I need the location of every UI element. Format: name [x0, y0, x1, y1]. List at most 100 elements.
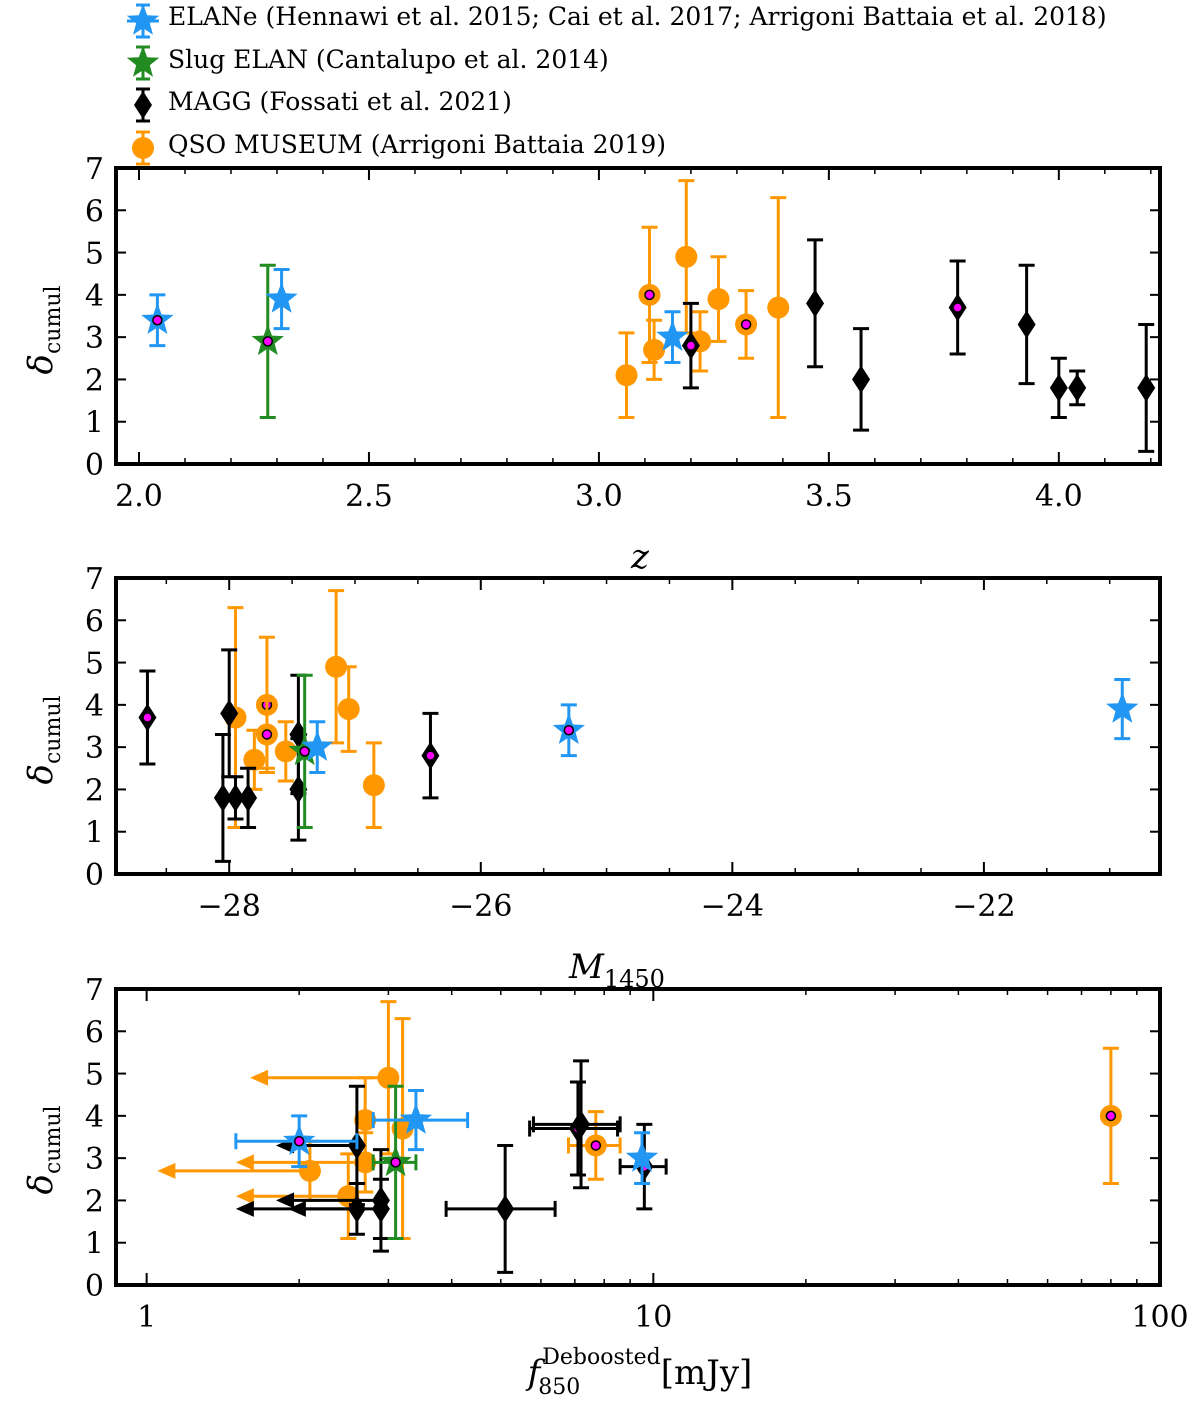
y-tick-label: 4 — [85, 689, 104, 724]
data-point — [615, 331, 638, 419]
star-marker — [625, 1141, 659, 1172]
y-tick-label: 5 — [85, 647, 104, 682]
highlight-dot — [390, 1157, 401, 1168]
highlight-dot — [952, 302, 963, 313]
upper-limit-arrow — [235, 1154, 254, 1171]
upper-limit-arrow — [235, 1200, 254, 1217]
star-marker — [399, 1103, 433, 1134]
upper-limit-arrow — [157, 1162, 176, 1179]
ylabel-magnitude: δcumul — [21, 695, 66, 784]
legend-item-qso: QSO MUSEUM (Arrigoni Battaia 2019) — [132, 130, 666, 166]
x-tick-label: −28 — [198, 889, 261, 924]
data-point — [157, 1139, 321, 1202]
y-tick-label: 6 — [85, 604, 104, 639]
data-point — [552, 703, 585, 758]
data-point — [337, 665, 360, 753]
data-point — [362, 741, 385, 829]
circle-marker — [243, 748, 266, 771]
data-point — [325, 589, 348, 745]
star-marker — [265, 282, 298, 313]
highlight-dot — [293, 1135, 305, 1147]
series-elane — [301, 677, 1139, 775]
diamond-marker — [1017, 310, 1036, 339]
y-tick-label: 2 — [85, 1184, 104, 1219]
y-tick-label: 0 — [85, 858, 104, 893]
highlight-dot — [644, 289, 655, 301]
highlight-dot — [152, 314, 163, 326]
series-elane — [234, 1088, 659, 1186]
legend-star-marker — [126, 4, 160, 35]
data-point — [444, 1143, 557, 1274]
diamond-marker — [852, 365, 871, 394]
data-point — [141, 293, 174, 348]
data-point — [1068, 369, 1087, 407]
highlight-dot — [262, 336, 274, 347]
data-point — [1049, 356, 1068, 419]
circle-marker — [325, 655, 348, 678]
y-tick-label: 7 — [85, 152, 104, 187]
data-point — [531, 1059, 622, 1190]
data-point — [643, 318, 666, 381]
diamond-marker — [371, 1194, 390, 1223]
circle-marker — [274, 740, 297, 763]
data-point — [371, 1088, 470, 1152]
data-point — [528, 1080, 620, 1177]
legend-item-magg: MAGG (Fossati et al. 2021) — [134, 87, 512, 123]
data-point — [226, 775, 245, 821]
legend-diamond-marker — [134, 91, 152, 119]
data-point — [287, 1177, 390, 1240]
legend-marker-qso — [132, 130, 154, 166]
circle-marker — [643, 338, 666, 361]
diamond-marker — [806, 289, 825, 318]
series-qso — [224, 589, 385, 829]
data-point — [656, 310, 689, 365]
data-point — [138, 669, 157, 766]
data-point — [288, 673, 321, 829]
circle-marker — [615, 364, 638, 387]
x-tick-label: 10 — [634, 1300, 672, 1335]
plot-frame — [114, 987, 1162, 1287]
y-tick-label: 6 — [85, 1015, 104, 1050]
data-point — [681, 301, 700, 390]
series-magg — [681, 238, 1156, 453]
data-point — [625, 1131, 659, 1186]
data-point — [274, 720, 297, 783]
plot-frame — [114, 576, 1162, 876]
x-tick-label: 3.0 — [575, 479, 623, 514]
legend-circle-marker — [132, 137, 154, 159]
series-magg — [235, 1059, 668, 1274]
highlight-dot — [299, 746, 310, 757]
ylabel-flux: δcumul — [21, 1105, 66, 1194]
x-tick-label: 4.0 — [1035, 479, 1083, 514]
diamond-marker — [239, 783, 258, 812]
data-point — [948, 259, 967, 356]
series-slug — [251, 263, 284, 419]
legend-star-marker — [126, 46, 160, 77]
xlabel-redshift: z — [630, 537, 650, 577]
data-point — [675, 179, 698, 335]
data-point — [243, 728, 266, 791]
circle-marker — [362, 774, 385, 797]
series-slug — [288, 673, 321, 829]
data-point — [806, 238, 825, 369]
highlight-dot — [740, 319, 752, 330]
legend-marker-magg — [134, 87, 152, 123]
legend-item-slug: Slug ELAN (Cantalupo et al. 2014) — [126, 45, 609, 81]
circle-marker — [707, 288, 730, 311]
x-tick-label: −26 — [449, 889, 512, 924]
y-tick-label: 3 — [85, 321, 104, 356]
circle-marker — [337, 698, 360, 721]
ylabel-redshift: δcumul — [21, 285, 66, 374]
circle-marker — [675, 245, 698, 268]
legend-label-slug: Slug ELAN (Cantalupo et al. 2014) — [168, 45, 609, 74]
y-tick-label: 4 — [85, 279, 104, 314]
y-tick-label: 1 — [85, 816, 104, 851]
diamond-marker — [572, 1110, 591, 1139]
data-point — [1099, 1046, 1122, 1186]
data-point — [235, 1131, 377, 1194]
upper-limit-arrow — [235, 1188, 254, 1205]
data-point — [301, 720, 334, 775]
y-tick-label: 2 — [85, 773, 104, 808]
y-tick-label: 7 — [85, 973, 104, 1008]
